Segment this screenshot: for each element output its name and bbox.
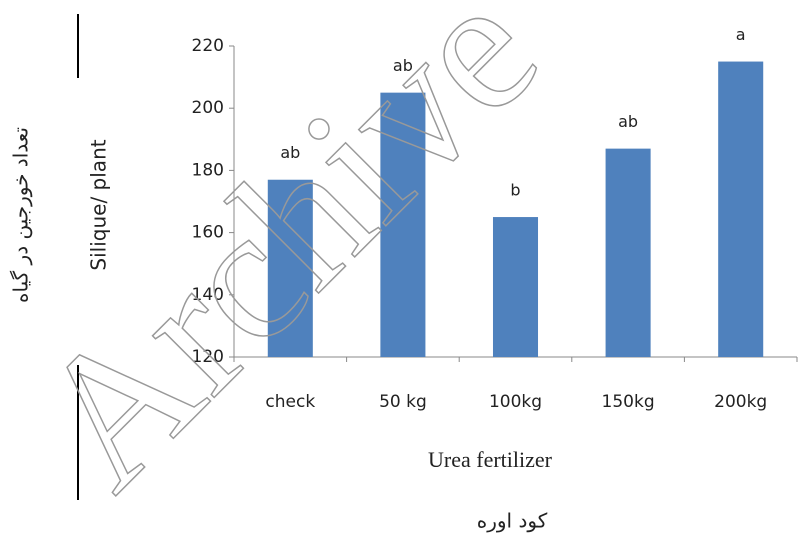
x-axis-title: Urea fertilizer	[428, 447, 553, 472]
y-tick-label: 160	[192, 223, 224, 243]
x-tick-label: check	[265, 392, 315, 412]
x-tick-label: 150kg	[602, 392, 655, 412]
bar	[605, 148, 651, 357]
significance-letter: ab	[280, 143, 300, 162]
significance-letter: ab	[393, 56, 413, 75]
bar	[718, 61, 764, 358]
y-tick-label: 180	[192, 160, 224, 180]
y-axis-title: Silique/ plant	[87, 139, 111, 270]
bar	[492, 217, 539, 357]
y-tick-label: 120	[192, 347, 224, 367]
y-tick-label: 200	[192, 98, 224, 118]
significance-letter: a	[736, 25, 746, 44]
bar	[267, 179, 313, 357]
y-axis-title-persian: تعداد خورجین در گیاه	[9, 127, 33, 303]
x-tick-label: 200kg	[714, 392, 767, 412]
x-tick-label: 50 kg	[379, 392, 427, 412]
significance-letter: b	[510, 181, 520, 200]
significance-letter: ab	[618, 112, 638, 131]
y-tick-label: 140	[192, 285, 224, 305]
x-axis-title-persian: کود اوره	[477, 509, 548, 533]
y-tick-label: 220	[192, 36, 224, 56]
bar	[380, 92, 426, 358]
x-tick-label: 100kg	[489, 392, 542, 412]
